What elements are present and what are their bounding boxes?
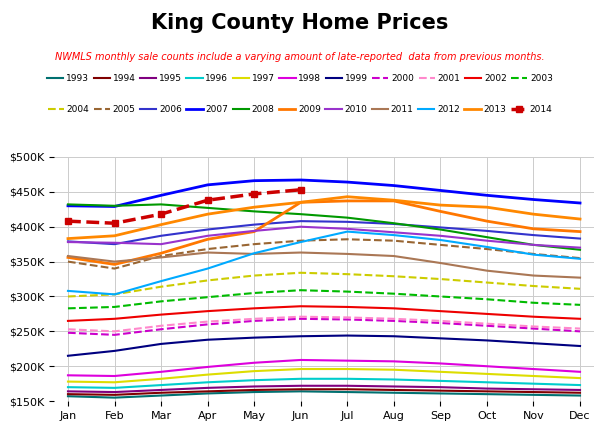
Legend: 2004, 2005, 2006, 2007, 2008, 2009, 2010, 2011, 2012, 2013, 2014: 2004, 2005, 2006, 2007, 2008, 2009, 2010… xyxy=(47,105,553,114)
Text: King County Home Prices: King County Home Prices xyxy=(151,13,449,33)
Legend: 1993, 1994, 1995, 1996, 1997, 1998, 1999, 2000, 2001, 2002, 2003: 1993, 1994, 1995, 1996, 1997, 1998, 1999… xyxy=(47,74,553,83)
Text: NWMLS monthly sale counts include a varying amount of late-reported  data from p: NWMLS monthly sale counts include a vary… xyxy=(55,52,545,62)
